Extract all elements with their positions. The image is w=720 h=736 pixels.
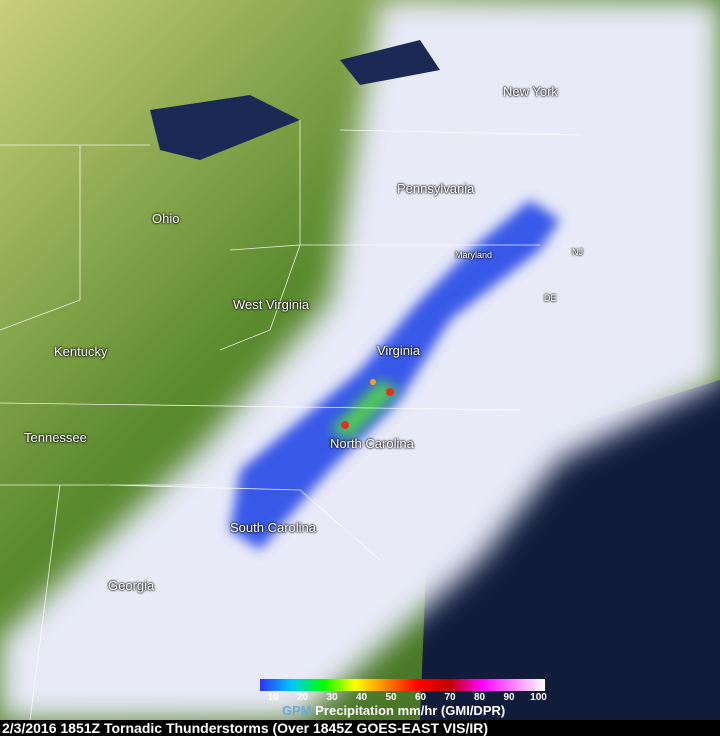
gpm-label: GPM (282, 703, 312, 718)
lake-erie (150, 95, 300, 160)
precipitation-colorbar (260, 679, 545, 691)
state-label-west-virginia: West Virginia (233, 297, 310, 312)
state-label-tennessee: Tennessee (24, 430, 87, 445)
state-label-virginia: Virginia (377, 343, 421, 358)
heavy-rain-cell (341, 421, 349, 429)
state-label-pennsylvania: Pennsylvania (397, 181, 475, 196)
cloud-band (0, 0, 720, 720)
colorbar-tick-label: 20 (296, 692, 309, 703)
colorbar-tick-label: 70 (444, 692, 456, 703)
colorbar-tick-label: 100 (530, 692, 547, 703)
colorbar-tick-label: 60 (414, 692, 427, 703)
legend-units: Precipitation mm/hr (GMI/DPR) (315, 703, 506, 718)
precipitation-band (230, 200, 560, 550)
state-label-de: DE (544, 293, 557, 303)
state-label-north-carolina: North Carolina (330, 436, 414, 451)
state-label-maryland: Maryland (455, 250, 493, 260)
heavy-rain-cell (386, 388, 394, 396)
state-label-south-carolina: South Carolina (230, 520, 316, 535)
state-borders (0, 120, 581, 721)
state-label-new-york: New York (503, 84, 558, 99)
legend-title: GPM Precipitation mm/hr (GMI/DPR) (282, 704, 505, 718)
colorbar-tick-label: 40 (355, 692, 368, 703)
state-label-kentucky: Kentucky (54, 344, 108, 359)
colorbar-tick-label: 10 (267, 692, 279, 703)
state-label-nj: NJ (572, 247, 583, 257)
state-label-ohio: Ohio (152, 211, 180, 226)
image-caption: 2/3/2016 1851Z Tornadic Thunderstorms (O… (0, 720, 720, 736)
colorbar-tick-label: 30 (326, 692, 338, 703)
colorbar-tick-label: 90 (503, 692, 515, 703)
state-label-georgia: Georgia (108, 578, 155, 593)
lake-ontario (340, 40, 440, 85)
colorbar-tick-label: 50 (385, 692, 397, 703)
heavy-rain-cell (370, 379, 376, 385)
colorbar-tick-label: 80 (473, 692, 486, 703)
